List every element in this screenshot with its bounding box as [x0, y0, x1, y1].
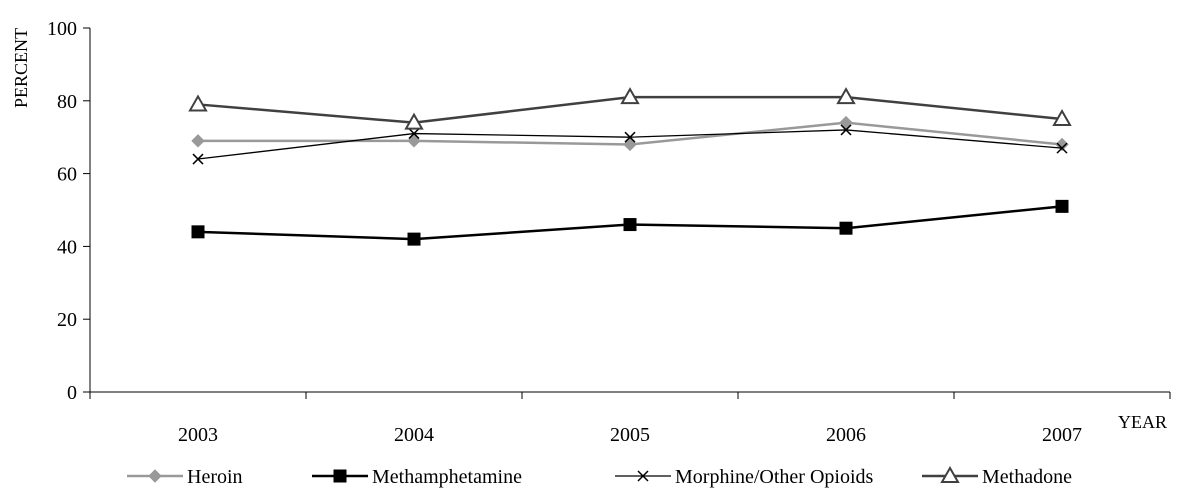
x-tick-label: 2007 [1042, 424, 1082, 446]
legend-marker-morphine-other-opioids [637, 470, 649, 482]
axes [89, 28, 1170, 393]
x-tick-label: 2006 [826, 424, 866, 446]
data-point-morphine-other-opioids [840, 124, 852, 136]
data-point-methadone [188, 94, 208, 112]
data-point-morphine-other-opioids [1056, 142, 1068, 154]
x-tick-label: 2004 [394, 424, 434, 446]
data-point-morphine-other-opioids [408, 128, 420, 140]
legend-item-morphine-other-opioids: Morphine/Other Opioids [615, 466, 874, 488]
series-methadone [188, 87, 1072, 130]
data-point-methadone [836, 87, 856, 105]
series-layer [188, 87, 1072, 246]
legend-item-heroin: Heroin [127, 466, 243, 488]
series-morphine-other-opioids [192, 124, 1068, 165]
legend-label: Methadone [982, 466, 1072, 488]
series-methamphetamine [191, 199, 1069, 246]
y-tick-label: 80 [57, 91, 77, 113]
legend-marker-heroin [148, 469, 162, 483]
data-point-methamphetamine [839, 221, 853, 235]
x-ticks: 2003 2004 2005 2006 2007 [89, 392, 1171, 446]
x-tick-label: 2005 [610, 424, 650, 446]
x-axis-title: YEAR [1118, 412, 1167, 432]
data-point-methamphetamine [191, 225, 205, 239]
data-point-heroin [623, 137, 637, 152]
data-point-heroin [407, 134, 421, 148]
data-point-methadone [620, 87, 640, 105]
data-point-methadone [1052, 108, 1072, 126]
data-point-morphine-other-opioids [624, 131, 636, 143]
data-point-methamphetamine [1055, 199, 1069, 213]
data-point-methamphetamine [407, 232, 421, 246]
legend-item-methamphetamine: Methamphetamine [312, 466, 522, 488]
y-tick-label: 100 [47, 18, 77, 40]
legend: Heroin Methamphetamine Morphine/Other Opio… [127, 465, 1072, 488]
y-tick-label: 40 [57, 236, 77, 258]
legend-marker-methadone [940, 465, 960, 483]
data-point-heroin [191, 134, 205, 148]
y-tick-label: 0 [67, 382, 77, 404]
y-ticks: 0 20 40 60 80 100 [47, 18, 90, 404]
data-point-methamphetamine [623, 218, 637, 232]
series-heroin [191, 115, 1069, 152]
data-point-methadone [404, 112, 424, 130]
data-point-morphine-other-opioids [192, 153, 204, 165]
legend-marker-methamphetamine [333, 469, 347, 483]
x-tick-label: 2003 [178, 424, 218, 446]
y-axis-title: PERCENT [11, 28, 31, 108]
data-point-heroin [839, 115, 853, 130]
legend-label: Morphine/Other Opioids [675, 466, 874, 488]
y-tick-label: 60 [57, 164, 77, 186]
y-tick-label: 20 [57, 309, 77, 331]
legend-item-methadone: Methadone [922, 465, 1072, 488]
legend-label: Methamphetamine [372, 466, 522, 488]
legend-label: Heroin [187, 466, 243, 488]
